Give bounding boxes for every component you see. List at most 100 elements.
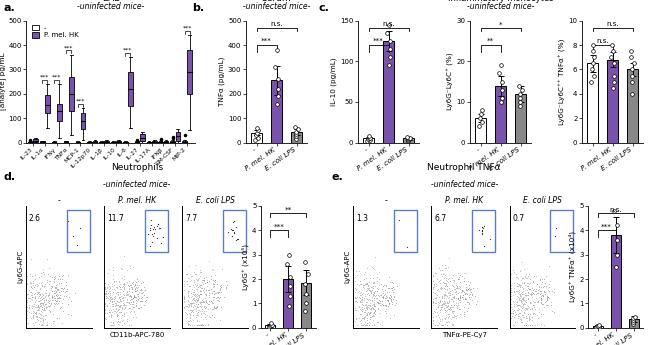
- Point: [45, 309, 55, 315]
- Point: [452, 276, 463, 282]
- Point: [448, 278, 459, 283]
- Point: [108, 276, 118, 282]
- Point: [506, 272, 516, 277]
- Point: [113, 294, 124, 299]
- Point: [179, 296, 189, 302]
- Point: [210, 290, 220, 296]
- Point: [351, 287, 361, 293]
- Point: [536, 295, 546, 300]
- Point: [183, 321, 193, 326]
- Point: [252, 130, 263, 136]
- Point: [103, 283, 114, 288]
- Point: [34, 315, 45, 321]
- Point: [42, 304, 52, 309]
- Point: [367, 280, 378, 286]
- Point: [432, 292, 443, 298]
- Point: [109, 308, 119, 314]
- Text: -uninfected mice-: -uninfected mice-: [430, 180, 498, 189]
- Point: [34, 298, 44, 304]
- Point: [539, 283, 549, 288]
- Point: [285, 284, 295, 289]
- Point: [370, 288, 380, 294]
- Point: [197, 306, 207, 312]
- Point: [124, 293, 135, 298]
- Point: [140, 287, 150, 293]
- Point: [436, 307, 446, 312]
- Point: [361, 282, 371, 287]
- Point: [187, 294, 198, 299]
- Point: [197, 303, 207, 309]
- Point: [387, 280, 397, 285]
- Point: [70, 290, 80, 295]
- Point: [148, 233, 159, 239]
- Point: [350, 315, 361, 321]
- Point: [446, 316, 456, 322]
- Point: [440, 289, 450, 295]
- Point: [453, 300, 463, 306]
- Point: [363, 286, 373, 292]
- Point: [191, 286, 202, 292]
- Point: [301, 291, 311, 296]
- Point: [516, 294, 526, 299]
- Point: [523, 296, 533, 301]
- Point: [378, 294, 388, 300]
- Point: [34, 291, 45, 297]
- Point: [518, 302, 528, 308]
- Point: [439, 280, 449, 286]
- Point: [477, 228, 488, 234]
- Point: [107, 298, 118, 304]
- Point: [376, 294, 387, 299]
- Point: [356, 323, 366, 328]
- Point: [380, 291, 391, 296]
- Point: [57, 288, 68, 294]
- Point: [444, 299, 454, 305]
- Point: [44, 290, 55, 295]
- Point: [364, 323, 374, 328]
- Point: [497, 87, 507, 92]
- Point: [54, 315, 64, 320]
- Bar: [607, 60, 618, 142]
- Point: [50, 284, 60, 289]
- Point: [517, 285, 527, 290]
- Point: [433, 303, 443, 308]
- Point: [210, 279, 220, 285]
- Point: [362, 321, 372, 326]
- Title: E. coli LPS: E. coli LPS: [523, 196, 562, 205]
- Point: [361, 285, 372, 290]
- Point: [382, 30, 392, 36]
- Point: [450, 285, 461, 291]
- Point: [36, 308, 46, 314]
- Point: [38, 307, 49, 312]
- Bar: [611, 235, 621, 328]
- Point: [202, 277, 212, 283]
- Point: [216, 290, 226, 295]
- Point: [516, 307, 526, 313]
- Point: [355, 299, 365, 304]
- Point: [265, 323, 276, 328]
- Point: [525, 312, 536, 317]
- Point: [36, 323, 47, 328]
- Point: [35, 291, 46, 297]
- Point: [127, 307, 137, 312]
- Point: [460, 301, 470, 306]
- Point: [28, 313, 38, 319]
- Point: [38, 302, 48, 307]
- Point: [62, 286, 72, 292]
- Point: [270, 64, 280, 70]
- Point: [367, 287, 377, 293]
- Point: [357, 306, 367, 312]
- Point: [455, 273, 465, 278]
- Point: [53, 289, 64, 295]
- Point: [476, 231, 487, 237]
- Text: n.s.: n.s.: [609, 207, 622, 213]
- Point: [459, 309, 469, 315]
- Point: [356, 279, 366, 284]
- Point: [147, 239, 157, 245]
- Point: [34, 315, 45, 321]
- Point: [44, 265, 54, 270]
- Point: [541, 302, 552, 307]
- Point: [101, 285, 112, 290]
- Bar: [123, 141, 127, 142]
- Bar: [69, 77, 73, 111]
- Point: [134, 283, 144, 288]
